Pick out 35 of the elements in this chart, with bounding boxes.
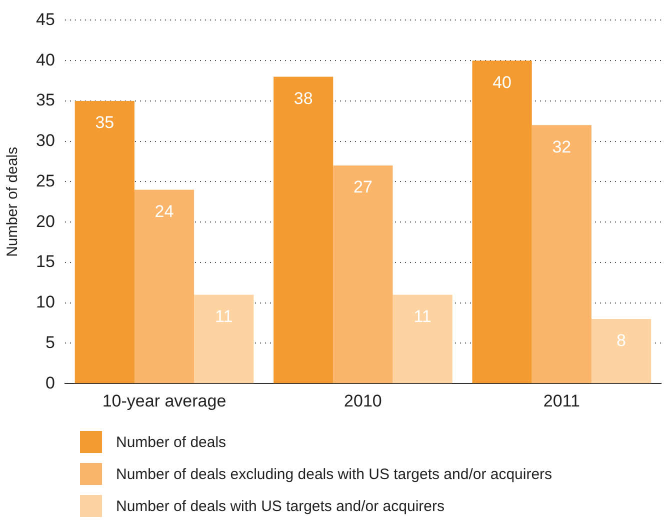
y-axis-title: Number of deals <box>4 146 22 257</box>
legend-label: Number of deals with US targets and/or acquirers <box>116 498 444 514</box>
x-tick-label: 2010 <box>344 391 382 410</box>
data-label: 27 <box>353 178 372 197</box>
bar <box>392 294 452 384</box>
x-tick-label: 2011 <box>543 391 580 410</box>
bar <box>134 190 194 384</box>
legend-label: Number of deals excluding deals with US targets and/or acquirers <box>116 466 552 482</box>
legend-label: Number of deals <box>116 434 226 450</box>
data-label: 35 <box>95 113 114 132</box>
data-label: 32 <box>552 137 572 156</box>
bar <box>472 60 532 384</box>
bar <box>194 294 254 384</box>
y-tick-label: 15 <box>36 252 55 272</box>
y-tick-label: 40 <box>36 50 55 70</box>
y-tick-label: 10 <box>36 292 55 312</box>
data-label: 11 <box>215 306 233 326</box>
y-tick-label: 25 <box>36 171 55 190</box>
data-label: 8 <box>616 331 626 350</box>
data-label: 38 <box>294 88 313 108</box>
y-tick-label: 45 <box>36 10 55 29</box>
y-tick-label: 5 <box>45 332 55 352</box>
y-tick-label: 30 <box>36 131 55 150</box>
bar <box>274 76 334 384</box>
bar <box>591 318 652 384</box>
data-label: 24 <box>154 202 174 221</box>
bar <box>532 125 592 384</box>
data-label: 11 <box>414 306 432 326</box>
bar <box>333 166 393 384</box>
bar <box>74 100 134 384</box>
x-tick-label: 10-year average <box>102 391 226 410</box>
y-tick-label: 0 <box>45 373 55 392</box>
y-tick-label: 20 <box>36 212 55 231</box>
data-label: 40 <box>492 72 512 92</box>
y-tick-label: 35 <box>36 90 55 110</box>
